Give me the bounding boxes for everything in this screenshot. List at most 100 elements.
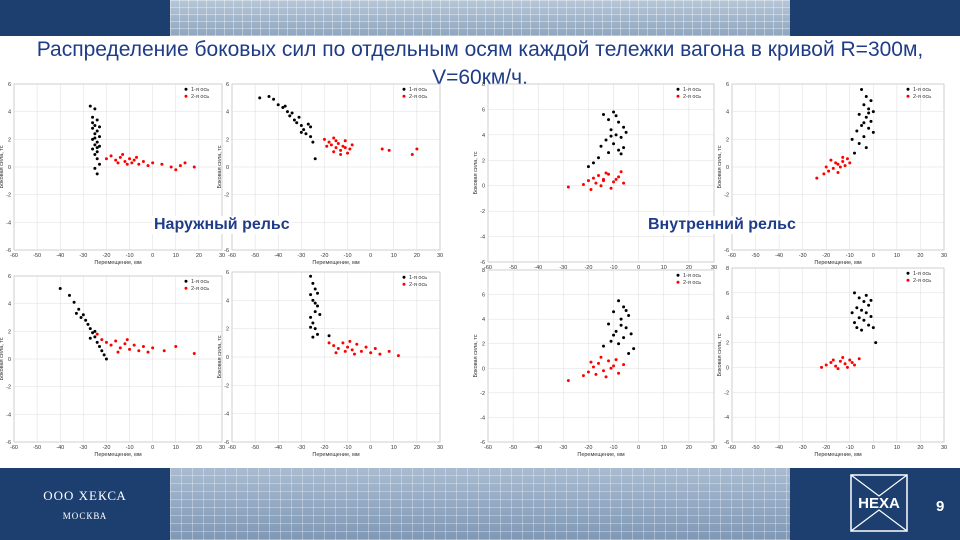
data-point: [341, 341, 345, 345]
data-point: [339, 148, 343, 152]
y-tick-label: 2: [726, 341, 729, 347]
bottom-banner: [0, 468, 960, 540]
data-point: [352, 352, 356, 356]
data-point: [146, 164, 150, 168]
x-tick-label: 30: [941, 445, 947, 451]
x-tick-label: -60: [228, 253, 236, 259]
data-point: [612, 142, 616, 146]
x-tick-label: -50: [752, 253, 760, 259]
x-tick-label: 30: [219, 253, 225, 259]
data-point: [281, 106, 285, 110]
data-point: [617, 371, 621, 375]
legend-label: 2-я ось: [409, 94, 427, 100]
data-point: [88, 336, 92, 340]
legend-marker: [402, 94, 406, 98]
y-tick-label: -2: [6, 193, 11, 199]
data-point: [178, 164, 182, 168]
data-point: [290, 111, 294, 115]
x-tick-label: -10: [610, 265, 618, 271]
data-point: [864, 293, 868, 297]
data-point: [617, 299, 621, 303]
data-point: [602, 113, 606, 117]
legend-label: 2-я ось: [409, 282, 427, 288]
data-point: [624, 130, 628, 134]
legend-marker: [184, 286, 188, 290]
x-tick-label: 20: [917, 445, 923, 451]
data-point: [332, 344, 336, 348]
data-point: [311, 335, 315, 339]
x-tick-label: -20: [102, 253, 110, 259]
data-point: [871, 110, 875, 114]
data-point: [599, 144, 603, 148]
data-point: [325, 144, 329, 148]
legend-label: 1-я ось: [409, 275, 427, 281]
hexa-logo-icon: HEXA: [850, 474, 908, 532]
data-point: [857, 112, 861, 116]
y-tick-label: 6: [226, 82, 229, 88]
y-tick-label: 0: [226, 355, 229, 361]
y-tick-label: 4: [8, 110, 11, 116]
y-tick-label: -2: [224, 383, 229, 389]
y-tick-label: 0: [482, 366, 485, 372]
legend-marker: [906, 271, 910, 275]
data-point: [95, 332, 99, 336]
data-point: [599, 184, 603, 188]
data-point: [91, 121, 95, 125]
data-point: [77, 307, 81, 311]
y-tick-label: 0: [8, 165, 11, 171]
data-point: [93, 124, 97, 127]
data-point: [829, 158, 833, 162]
data-point: [599, 355, 603, 359]
data-point: [141, 345, 145, 349]
y-axis-label: Боковая сила, тс: [0, 337, 5, 380]
data-point: [836, 171, 840, 175]
data-point: [607, 172, 611, 176]
data-point: [160, 162, 164, 166]
data-point: [98, 162, 102, 166]
data-point: [871, 130, 875, 134]
data-point: [313, 287, 317, 291]
y-tick-label: 6: [482, 293, 485, 299]
y-tick-label: 0: [726, 165, 729, 171]
data-point: [137, 162, 141, 166]
data-point: [609, 366, 613, 370]
x-tick-label: -60: [728, 253, 736, 259]
company-city: МОСКВА: [62, 511, 108, 521]
legend-label: 1-я ось: [683, 87, 701, 93]
data-point: [378, 352, 382, 356]
data-point: [93, 153, 97, 157]
data-point: [299, 124, 303, 127]
data-point: [348, 339, 352, 343]
data-point: [311, 321, 315, 325]
data-point: [619, 152, 623, 156]
y-tick-label: 6: [726, 291, 729, 297]
top-banner: [0, 0, 960, 36]
x-tick-label: -40: [56, 445, 64, 451]
legend-marker: [184, 279, 188, 283]
legend-label: 2-я ось: [683, 280, 701, 286]
x-tick-label: 0: [369, 445, 372, 451]
data-point: [336, 347, 340, 350]
data-point: [831, 166, 835, 170]
x-tick-label: 30: [711, 445, 717, 451]
y-tick-label: -6: [480, 260, 485, 266]
data-point: [824, 165, 828, 169]
x-tick-label: 0: [637, 445, 640, 451]
x-tick-label: 20: [196, 445, 202, 451]
legend-marker: [402, 275, 406, 279]
data-point: [867, 323, 871, 327]
data-point: [146, 350, 150, 354]
data-point: [581, 374, 585, 378]
x-tick-label: -40: [775, 253, 783, 259]
data-point: [162, 349, 166, 353]
data-point: [313, 327, 317, 331]
data-point: [848, 161, 852, 165]
x-tick-label: -50: [509, 445, 517, 451]
data-point: [313, 310, 317, 314]
data-point: [614, 177, 618, 181]
x-tick-label: -10: [846, 253, 854, 259]
x-tick-label: -40: [534, 445, 542, 451]
y-tick-label: 4: [8, 302, 11, 308]
data-point: [612, 364, 616, 368]
data-point: [843, 362, 847, 366]
